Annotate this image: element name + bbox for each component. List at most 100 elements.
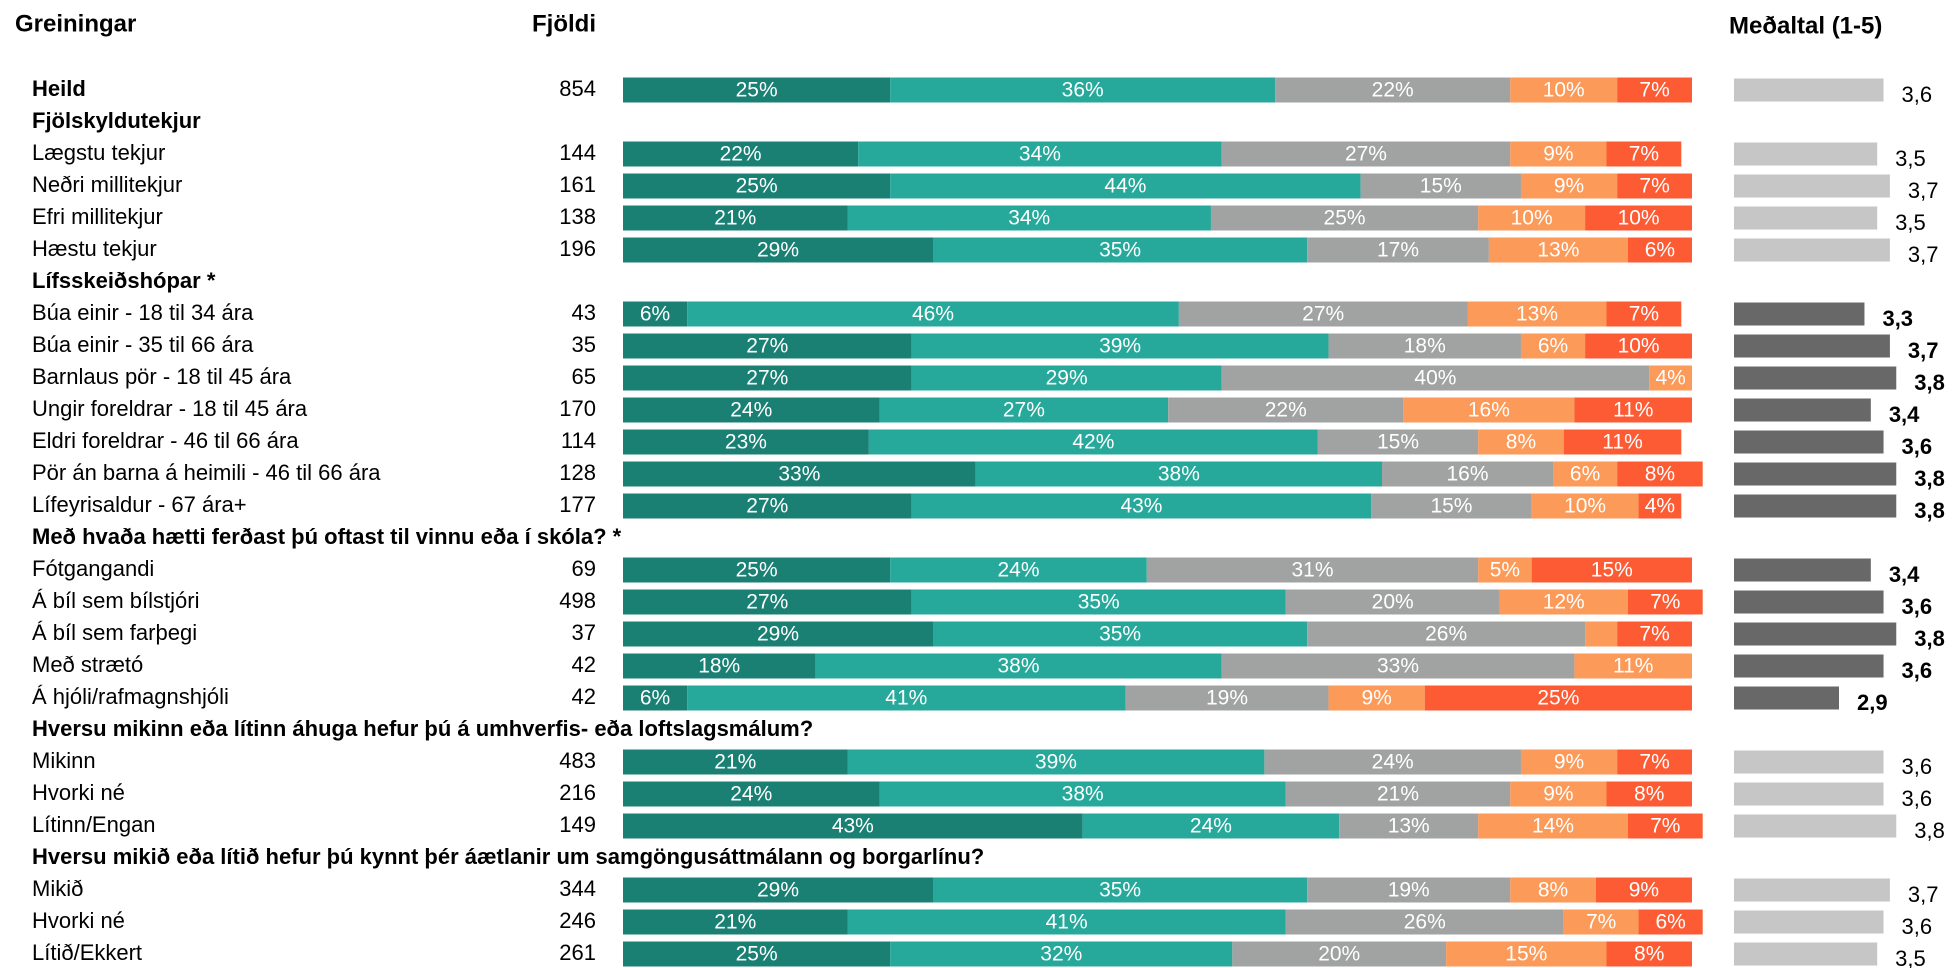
- segment-label: 33%: [778, 463, 820, 486]
- segment-label: 41%: [1046, 911, 1088, 934]
- mean-bar: [1734, 78, 1884, 102]
- segment-label: 40%: [1414, 367, 1456, 390]
- bar-segment: [858, 141, 1222, 167]
- row-label: Eldri foreldrar - 46 til 66 ára: [32, 428, 299, 453]
- mean-bar: [1734, 622, 1897, 646]
- bar-segment: [1627, 589, 1703, 615]
- mean-bar: [1734, 558, 1871, 582]
- bar-segment: [890, 173, 1361, 199]
- count: 344: [559, 876, 596, 901]
- bar-segment: [1499, 589, 1628, 615]
- bar-segment: [815, 653, 1222, 679]
- segment-label: 10%: [1511, 207, 1553, 230]
- row-label: Barnlaus pör - 18 til 45 ára: [32, 364, 292, 389]
- segment-label: 35%: [1099, 879, 1141, 902]
- bar-segment: [1328, 333, 1521, 359]
- bar-segment: [1264, 749, 1521, 775]
- segment-label: 7%: [1639, 79, 1669, 102]
- mean-label: 3,7: [1908, 242, 1939, 267]
- segment-label: 27%: [1302, 303, 1344, 326]
- segment-label: 19%: [1388, 879, 1430, 902]
- segment-label: 7%: [1639, 751, 1669, 774]
- segment-label: 23%: [725, 431, 767, 454]
- segment-label: 8%: [1645, 463, 1675, 486]
- count: 177: [559, 492, 596, 517]
- row-label: Búa einir - 35 til 66 ára: [32, 332, 254, 357]
- segment-label: 22%: [1372, 79, 1414, 102]
- bar-segment: [1317, 429, 1479, 455]
- segment-label: 13%: [1537, 239, 1579, 262]
- bar-segment: [1339, 813, 1479, 839]
- group-title: Hversu mikið eða lítið hefur þú kynnt þé…: [32, 844, 984, 869]
- bar-segment: [1510, 877, 1596, 903]
- segment-label: 20%: [1318, 943, 1360, 966]
- segment-label: 7%: [1586, 911, 1616, 934]
- bar-segment: [1307, 621, 1586, 647]
- bar-segment: [1574, 397, 1692, 423]
- segment-label: 27%: [746, 335, 788, 358]
- mean-label: 3,5: [1895, 946, 1926, 968]
- bar-segment: [623, 589, 912, 615]
- bar-segment: [847, 205, 1211, 231]
- mean-bar: [1734, 654, 1884, 678]
- bar-segment: [1360, 173, 1521, 199]
- mean-bar: [1734, 430, 1884, 454]
- segment-label: 34%: [1019, 143, 1061, 166]
- bar-segment: [890, 77, 1276, 103]
- segment-label: 10%: [1543, 79, 1585, 102]
- bar-segment: [1478, 429, 1564, 455]
- segment-label: 6%: [1655, 911, 1685, 934]
- mean-bar: [1734, 142, 1878, 166]
- mean-bar: [1734, 302, 1865, 326]
- bar-segment: [1371, 493, 1532, 519]
- mean-bar: [1734, 206, 1878, 230]
- segment-label: 6%: [1538, 335, 1568, 358]
- segment-label: 8%: [1506, 431, 1536, 454]
- count: 246: [559, 908, 596, 933]
- segment-label: 24%: [1372, 751, 1414, 774]
- segment-label: 9%: [1543, 783, 1573, 806]
- bar-segment: [1617, 461, 1703, 487]
- bar-segment: [1563, 429, 1682, 455]
- bar-segment: [1168, 397, 1404, 423]
- mean-label: 3,4: [1889, 562, 1920, 587]
- mean-label: 3,7: [1908, 338, 1939, 363]
- bar-segment: [623, 941, 891, 967]
- row-label: Mikinn: [32, 748, 96, 773]
- bar-segment: [1146, 557, 1479, 583]
- segment-label: 39%: [1099, 335, 1141, 358]
- mean-bar: [1734, 686, 1839, 710]
- segment-label: 29%: [757, 879, 799, 902]
- segment-label: 36%: [1062, 79, 1104, 102]
- segment-label: 35%: [1078, 591, 1120, 614]
- row-label: Með strætó: [32, 652, 143, 677]
- bar-segment: [1221, 653, 1575, 679]
- count: 114: [561, 428, 596, 453]
- segment-label: 6%: [1570, 463, 1600, 486]
- bar-segment: [623, 685, 688, 711]
- bar-segment: [1285, 781, 1511, 807]
- bar-segment: [623, 493, 912, 519]
- bar-segment: [1606, 141, 1682, 167]
- mean-bar: [1734, 910, 1884, 934]
- bar-segment: [975, 461, 1382, 487]
- segment-label: 43%: [832, 815, 874, 838]
- segment-label: 12%: [1543, 591, 1585, 614]
- bar-segment: [1510, 141, 1607, 167]
- mean-bar: [1734, 878, 1890, 902]
- bar-segment: [911, 493, 1372, 519]
- segment-label: 9%: [1554, 175, 1584, 198]
- bar-segment: [933, 877, 1308, 903]
- segment-label: 9%: [1554, 751, 1584, 774]
- mean-title: Meðaltal (1-5): [1729, 12, 1882, 39]
- segment-label: 14%: [1532, 815, 1574, 838]
- mean-label: 2,9: [1857, 690, 1888, 715]
- count: 43: [572, 300, 596, 325]
- segment-label: 25%: [736, 559, 778, 582]
- bar-segment: [1585, 333, 1692, 359]
- segment-label: 9%: [1543, 143, 1573, 166]
- count: 65: [572, 364, 596, 389]
- bar-segment: [1606, 941, 1692, 967]
- segment-label: 26%: [1425, 623, 1467, 646]
- segment-label: 11%: [1602, 431, 1642, 454]
